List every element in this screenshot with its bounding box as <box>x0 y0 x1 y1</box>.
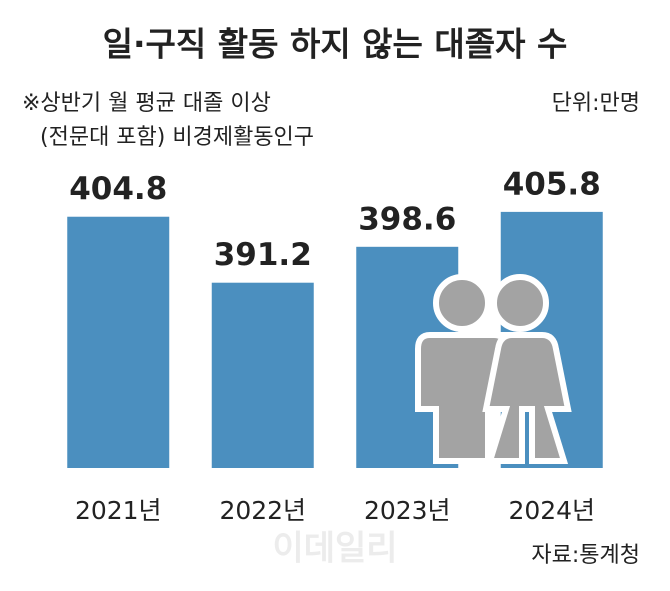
x-tick-label: 2022년 <box>219 496 306 525</box>
unit-label: 단위:만명 <box>552 91 640 116</box>
bar <box>67 216 170 468</box>
x-tick-label: 2024년 <box>508 496 595 525</box>
bar <box>211 282 314 468</box>
chart-title: 일·구직 활동 하지 않는 대졸자 수 <box>103 25 568 64</box>
x-tick-label: 2021년 <box>75 496 162 525</box>
people-icon <box>415 274 572 464</box>
x-tick-label: 2023년 <box>364 496 451 525</box>
value-label: 405.8 <box>503 166 601 202</box>
source-label: 자료:통계청 <box>531 543 640 568</box>
value-label: 391.2 <box>214 237 312 273</box>
watermark: 이데일리 <box>272 529 397 569</box>
subtitle: ※상반기 월 평균 대졸 이상 <box>22 91 271 116</box>
value-label: 404.8 <box>69 171 167 207</box>
value-label: 398.6 <box>358 201 456 237</box>
subtitle: (전문대 포함) 비경제활동인구 <box>40 125 314 150</box>
